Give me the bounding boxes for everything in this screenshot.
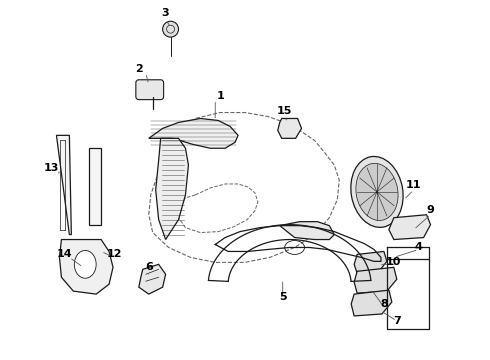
Text: 9: 9 <box>427 205 435 215</box>
Text: 15: 15 <box>277 105 293 116</box>
Text: 5: 5 <box>279 292 287 302</box>
Polygon shape <box>56 135 72 235</box>
Text: 1: 1 <box>216 91 224 101</box>
Polygon shape <box>278 118 301 138</box>
Polygon shape <box>59 239 113 294</box>
Ellipse shape <box>351 157 403 228</box>
Polygon shape <box>354 267 397 293</box>
Ellipse shape <box>74 251 96 278</box>
Polygon shape <box>354 251 387 273</box>
Text: 7: 7 <box>393 316 401 326</box>
Polygon shape <box>389 215 431 239</box>
Text: 10: 10 <box>386 257 401 267</box>
Ellipse shape <box>356 163 398 220</box>
Text: 3: 3 <box>162 8 170 18</box>
Text: 13: 13 <box>44 163 59 173</box>
Polygon shape <box>149 118 238 148</box>
Text: 8: 8 <box>380 299 388 309</box>
Text: 12: 12 <box>106 249 122 260</box>
Text: 6: 6 <box>145 262 153 272</box>
Text: 4: 4 <box>415 243 422 252</box>
Polygon shape <box>280 222 334 239</box>
Text: 11: 11 <box>406 180 421 190</box>
Text: 2: 2 <box>135 64 143 74</box>
FancyBboxPatch shape <box>136 80 164 100</box>
Text: 14: 14 <box>56 249 72 260</box>
Polygon shape <box>89 148 101 225</box>
Circle shape <box>163 21 178 37</box>
Polygon shape <box>156 138 189 239</box>
Polygon shape <box>139 264 166 294</box>
Polygon shape <box>351 290 392 316</box>
